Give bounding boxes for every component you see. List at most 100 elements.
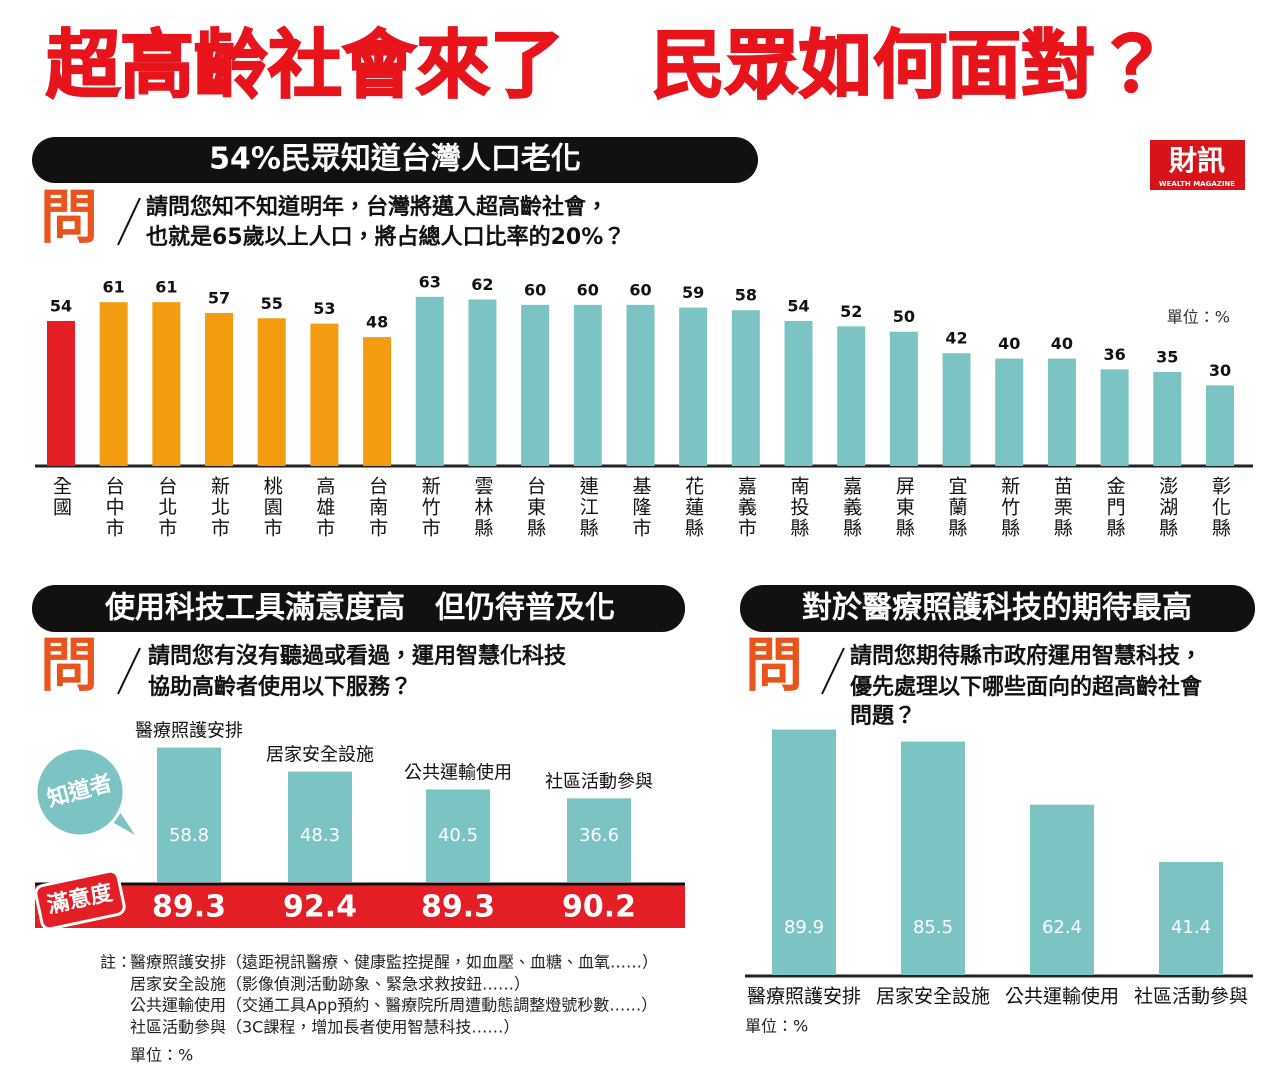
satisfaction-value: 89.3: [421, 890, 495, 925]
unit-label: 單位：%: [745, 1017, 808, 1036]
x-tick-label: 社區活動參與: [1134, 986, 1248, 1008]
note: 居家安全設施（影像偵測活動跡象、緊急求救按鈕……）: [130, 975, 530, 994]
value-label: 30: [1209, 361, 1231, 380]
x-tick-label: 宜蘭縣: [946, 476, 968, 539]
bar: [415, 296, 444, 466]
x-tick-label: 基隆市: [629, 476, 651, 539]
x-tick-label: 嘉義縣: [840, 476, 862, 539]
value-label: 89.9: [784, 917, 824, 938]
bar: [772, 729, 836, 975]
bar: [573, 304, 602, 466]
x-tick-label: 台中市: [103, 476, 125, 539]
value-label: 60: [629, 280, 651, 299]
x-tick-label: 桃園市: [261, 476, 283, 539]
bar: [468, 299, 497, 466]
bar: [942, 353, 971, 466]
x-tick-label: 台東縣: [524, 476, 546, 539]
x-tick-label: 南投縣: [788, 476, 810, 539]
question-text: 協助高齡者使用以下服務？: [148, 674, 412, 700]
x-tick-label: 澎湖縣: [1156, 476, 1178, 539]
value-label: 40: [1051, 334, 1073, 353]
x-tick-label: 台南市: [366, 476, 388, 539]
logo-text: 財訊: [1169, 144, 1225, 177]
chart-title: 54%民眾知道台灣人口老化: [209, 142, 581, 177]
logo-box: [1150, 140, 1245, 190]
x-tick-label: 醫療照護安排: [747, 986, 861, 1008]
x-tick-label: 連江縣: [577, 476, 599, 539]
value-label: 63: [419, 272, 441, 291]
bar: [567, 798, 631, 882]
value-label: 40.5: [438, 825, 478, 846]
value-label: 53: [313, 299, 335, 318]
bar: [152, 302, 181, 466]
bar: [1153, 372, 1182, 466]
note: 醫療照護安排（遠距視訊醫療、健康監控提醒，如血壓、血糖、血氧……）: [130, 953, 658, 972]
note: 社區活動參與（3C課程，增加長者使用智慧科技……）: [130, 1018, 519, 1037]
bar: [1100, 369, 1129, 466]
value-label: 55: [261, 294, 283, 313]
bar: [1159, 861, 1223, 975]
x-tick-label: 金門縣: [1104, 476, 1126, 539]
question-mark: 問: [40, 183, 98, 251]
bar: [731, 310, 760, 466]
x-tick-label: 新竹縣: [998, 476, 1020, 539]
main-title-right: 民眾如何面對？: [651, 23, 1169, 109]
value-label: 57: [208, 288, 230, 307]
value-label: 54: [787, 296, 809, 315]
x-tick-label: 雲林縣: [471, 476, 493, 539]
question-text: 請問您期待縣市政府運用智慧科技，: [850, 643, 1202, 669]
bubble: [34, 746, 126, 838]
value-label: 36: [1103, 345, 1125, 364]
main-title-left: 超高齡社會來了: [46, 23, 564, 109]
bar: [47, 320, 75, 466]
x-tick-label: 屏東縣: [893, 476, 915, 539]
tag-box: [34, 869, 126, 931]
question-mark: 問: [745, 631, 803, 699]
value-label: 48.3: [300, 825, 340, 846]
value-label: 62.4: [1042, 917, 1082, 938]
bar: [310, 323, 339, 466]
value-label: 61: [103, 278, 125, 297]
slash: [821, 647, 845, 695]
bar: [1205, 385, 1234, 466]
x-tick-label: 台北市: [155, 476, 177, 539]
value-label: 58.8: [169, 825, 209, 846]
value-label: 60: [524, 280, 546, 299]
value-label: 40: [998, 334, 1020, 353]
x-tick-label: 公共運輸使用: [404, 762, 512, 783]
unit-label: 單位：%: [1167, 308, 1230, 327]
bar: [889, 331, 918, 466]
x-tick-label: 公共運輸使用: [1005, 986, 1119, 1008]
bar: [784, 320, 813, 466]
value-label: 60: [577, 280, 599, 299]
value-label: 62: [471, 275, 493, 294]
x-tick-label: 嘉義市: [735, 476, 757, 539]
value-label: 52: [840, 302, 862, 321]
value-label: 36.6: [579, 825, 619, 846]
value-label: 58: [735, 286, 757, 305]
value-label: 61: [155, 278, 177, 297]
note: 公共運輸使用（交通工具App預約、醫療院所周遭動態調整燈號秒數……）: [130, 996, 657, 1015]
value-label: 50: [893, 307, 915, 326]
value-label: 35: [1156, 348, 1178, 367]
question-text: 請問您知不知道明年，台灣將邁入超高齡社會，: [146, 194, 608, 220]
x-tick-label: 花蓮縣: [682, 476, 704, 539]
bar: [1030, 804, 1094, 975]
bar: [426, 789, 490, 882]
bar: [99, 302, 128, 466]
satisfaction-value: 92.4: [283, 890, 357, 925]
satisfaction-value: 90.2: [562, 890, 636, 925]
question-mark: 問: [40, 631, 98, 699]
bar: [205, 312, 234, 466]
x-tick-label: 社區活動參與: [545, 771, 653, 792]
known-bubble: 知道者: [34, 746, 135, 838]
x-tick-label: 高雄市: [313, 476, 335, 539]
value-label: 85.5: [913, 917, 953, 938]
slash: [117, 647, 141, 695]
chart-title: 對於醫療照護科技的期待最高: [802, 591, 1192, 626]
x-tick-label: 全國: [50, 476, 72, 518]
bar: [257, 318, 286, 466]
value-label: 41.4: [1171, 917, 1211, 938]
section-header: [740, 585, 1255, 632]
